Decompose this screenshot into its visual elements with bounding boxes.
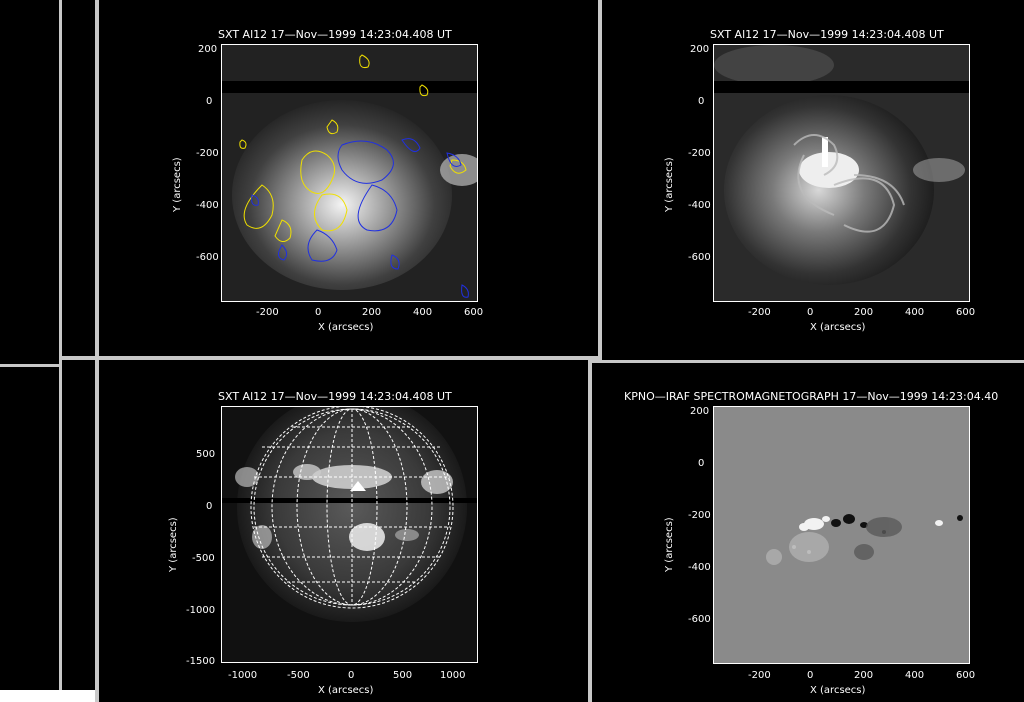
y-tick: -600 [688,252,711,263]
x-tick: 0 [315,307,322,318]
frame-vline-4 [588,360,592,702]
image-plot[interactable] [713,406,970,664]
frame-hline-2 [0,364,62,367]
frame-hline-3 [592,360,1024,363]
y-tick: -200 [688,148,711,159]
x-tick: 1000 [440,670,466,681]
x-tick: -200 [256,307,279,318]
y-tick: -500 [192,553,215,564]
x-axis-label: X (arcsecs) [318,322,374,333]
y-tick: -200 [196,148,219,159]
y-tick: -400 [688,562,711,573]
y-tick: -600 [196,252,219,263]
y-tick: 200 [690,44,710,55]
white-corner-patch [0,690,95,702]
y-axis-label: Y (arcsecs) [168,517,179,572]
x-tick: 200 [854,307,874,318]
panel-title: KPNO—IRAF SPECTROMAGNETOGRAPH 17—Nov—199… [624,390,999,403]
x-tick: 400 [905,670,925,681]
x-tick: -500 [287,670,310,681]
y-axis-label: Y (arcsecs) [664,157,675,212]
image-plot[interactable] [713,44,970,302]
y-tick: 0 [206,501,213,512]
x-axis-label: X (arcsecs) [810,685,866,696]
panel-title: SXT Al12 17—Nov—1999 14:23:04.408 UT [218,390,452,403]
y-tick: 0 [698,96,705,107]
x-tick: 400 [905,307,925,318]
x-tick: -200 [748,670,771,681]
frame-vline-3 [598,0,602,360]
x-tick: -1000 [228,670,258,681]
x-axis-label: X (arcsecs) [810,322,866,333]
y-tick: -1500 [186,656,216,667]
x-axis-label: X (arcsecs) [318,685,374,696]
x-tick: 0 [348,670,355,681]
x-tick: 600 [464,307,484,318]
y-tick: 200 [690,406,710,417]
frame-vline-2 [95,0,99,702]
x-tick: 200 [362,307,382,318]
x-tick: 600 [956,307,976,318]
panel-title: SXT Al12 17—Nov—1999 14:23:04.408 UT [218,28,452,41]
panel-title: SXT Al12 17—Nov—1999 14:23:04.408 UT [710,28,944,41]
y-tick: 500 [196,449,216,460]
y-tick: -1000 [186,605,216,616]
y-axis-label: Y (arcsecs) [172,157,183,212]
y-tick: 0 [206,96,213,107]
x-tick: 500 [393,670,413,681]
y-tick: -400 [688,200,711,211]
image-plot[interactable] [221,44,478,302]
frame-vline-1 [59,0,62,702]
y-axis-label: Y (arcsecs) [664,517,675,572]
x-tick: 0 [807,307,814,318]
x-tick: 200 [854,670,874,681]
x-tick: 400 [413,307,433,318]
x-tick: 0 [807,670,814,681]
y-tick: -400 [196,200,219,211]
x-tick: -200 [748,307,771,318]
y-tick: -600 [688,614,711,625]
image-plot[interactable] [221,406,478,663]
y-tick: 200 [198,44,218,55]
x-tick: 600 [956,670,976,681]
y-tick: -200 [688,510,711,521]
frame-hline-1 [59,356,602,360]
y-tick: 0 [698,458,705,469]
